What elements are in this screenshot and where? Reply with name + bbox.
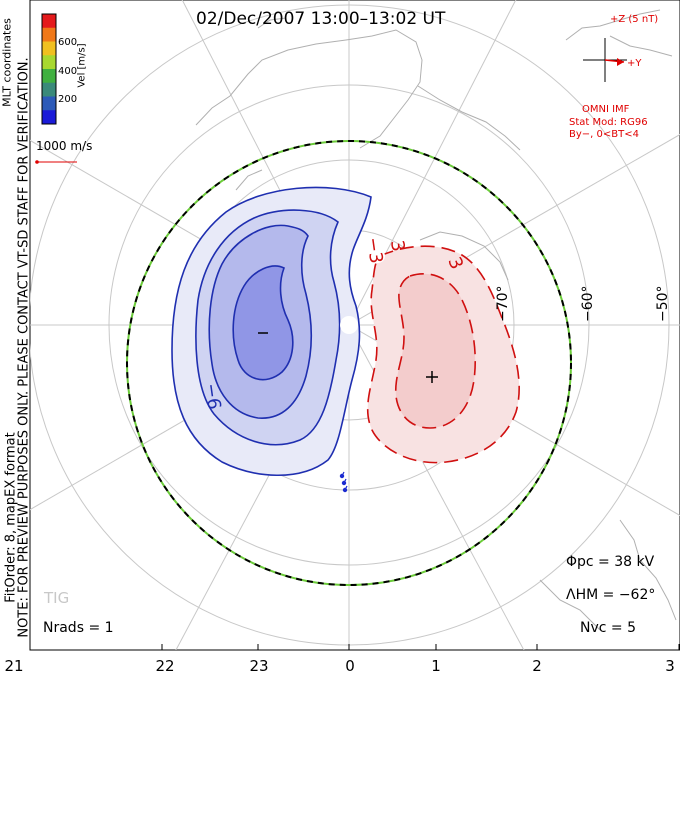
top-gap-marker <box>371 249 385 263</box>
mlt-tick-0: 0 <box>345 657 355 674</box>
n-vc-stat: Nvc = 5 <box>580 620 636 636</box>
velocity-vectors <box>339 471 348 493</box>
imf-condition: By−, 0<BT<4 <box>569 129 639 140</box>
vector-scale-label: 1000 m/s <box>36 139 93 153</box>
contour-label-neg6: −6 <box>200 382 224 411</box>
preview-note: NOTE: FOR PREVIEW PURPOSES ONLY. PLEASE … <box>16 57 32 638</box>
colorbar-segment <box>42 55 56 70</box>
convection-map: TIG −6 −3 3 3 −70° −60° −50° 21 22 23 0 … <box>4 0 680 674</box>
positive-potential-cell <box>366 245 520 464</box>
colorbar-segment <box>42 82 56 97</box>
fit-order-note: FitOrder: 8, mapEX format <box>3 432 19 603</box>
imf-clock <box>583 38 627 82</box>
colorbar-tick-200: 200 <box>58 94 78 105</box>
colorbar-label: Vel [m/s] <box>76 43 88 88</box>
pole-marker <box>340 316 358 334</box>
mlt-tick-23: 23 <box>249 657 268 674</box>
colorbar-segment <box>42 14 56 29</box>
colorbar-segment <box>42 96 56 111</box>
vector-scale-bar <box>35 160 77 164</box>
lat-label-60: −60° <box>580 285 596 322</box>
colorbar-segment <box>42 27 56 42</box>
imf-z-label: +Z (5 nT) <box>610 14 659 25</box>
imf-source: OMNI IMF <box>582 104 630 115</box>
negative-potential-cell <box>171 186 372 476</box>
mlt-axis-ticks <box>29 644 680 650</box>
contour-label-neg3: −3 <box>362 236 386 265</box>
colorbar-segment <box>42 41 56 56</box>
imf-y-label: +Y <box>627 58 642 69</box>
colorbar-tick-600: 600 <box>58 37 78 48</box>
lat-label-50: −50° <box>655 285 671 322</box>
velocity-colorbar <box>41 13 57 125</box>
colorbar-segment <box>42 110 56 125</box>
phi-pc-stat: Φpc = 38 kV <box>566 554 655 570</box>
coordinate-label: MLT coordinates <box>0 18 14 107</box>
plot-title: 02/Dec/2007 13:00–13:02 UT <box>196 9 446 29</box>
lat-label-70: −70° <box>495 285 511 322</box>
mlt-tick-2: 2 <box>532 657 542 674</box>
mlt-tick-22: 22 <box>155 657 174 674</box>
mlt-tick-21: 21 <box>4 657 23 674</box>
imf-stat-mod: Stat Mod: RG96 <box>569 117 648 128</box>
station-label: TIG <box>43 589 69 607</box>
positive-contour-2 <box>394 272 477 429</box>
colorbar-tick-400: 400 <box>58 66 78 77</box>
n-rads-stat: Nrads = 1 <box>43 620 114 636</box>
mlt-axis-labels: 21 22 23 0 1 2 3 <box>4 657 674 674</box>
colorbar-segment <box>42 69 56 84</box>
negative-contour-4 <box>232 265 294 381</box>
lambda-hm-stat: ΛHM = −62° <box>566 587 656 603</box>
contour-label-pos3a: 3 <box>386 239 408 253</box>
mlt-tick-3: 3 <box>665 657 675 674</box>
mlt-tick-1: 1 <box>431 657 441 674</box>
potential-maximum-marker <box>426 371 438 383</box>
hm-boundary <box>126 140 572 586</box>
